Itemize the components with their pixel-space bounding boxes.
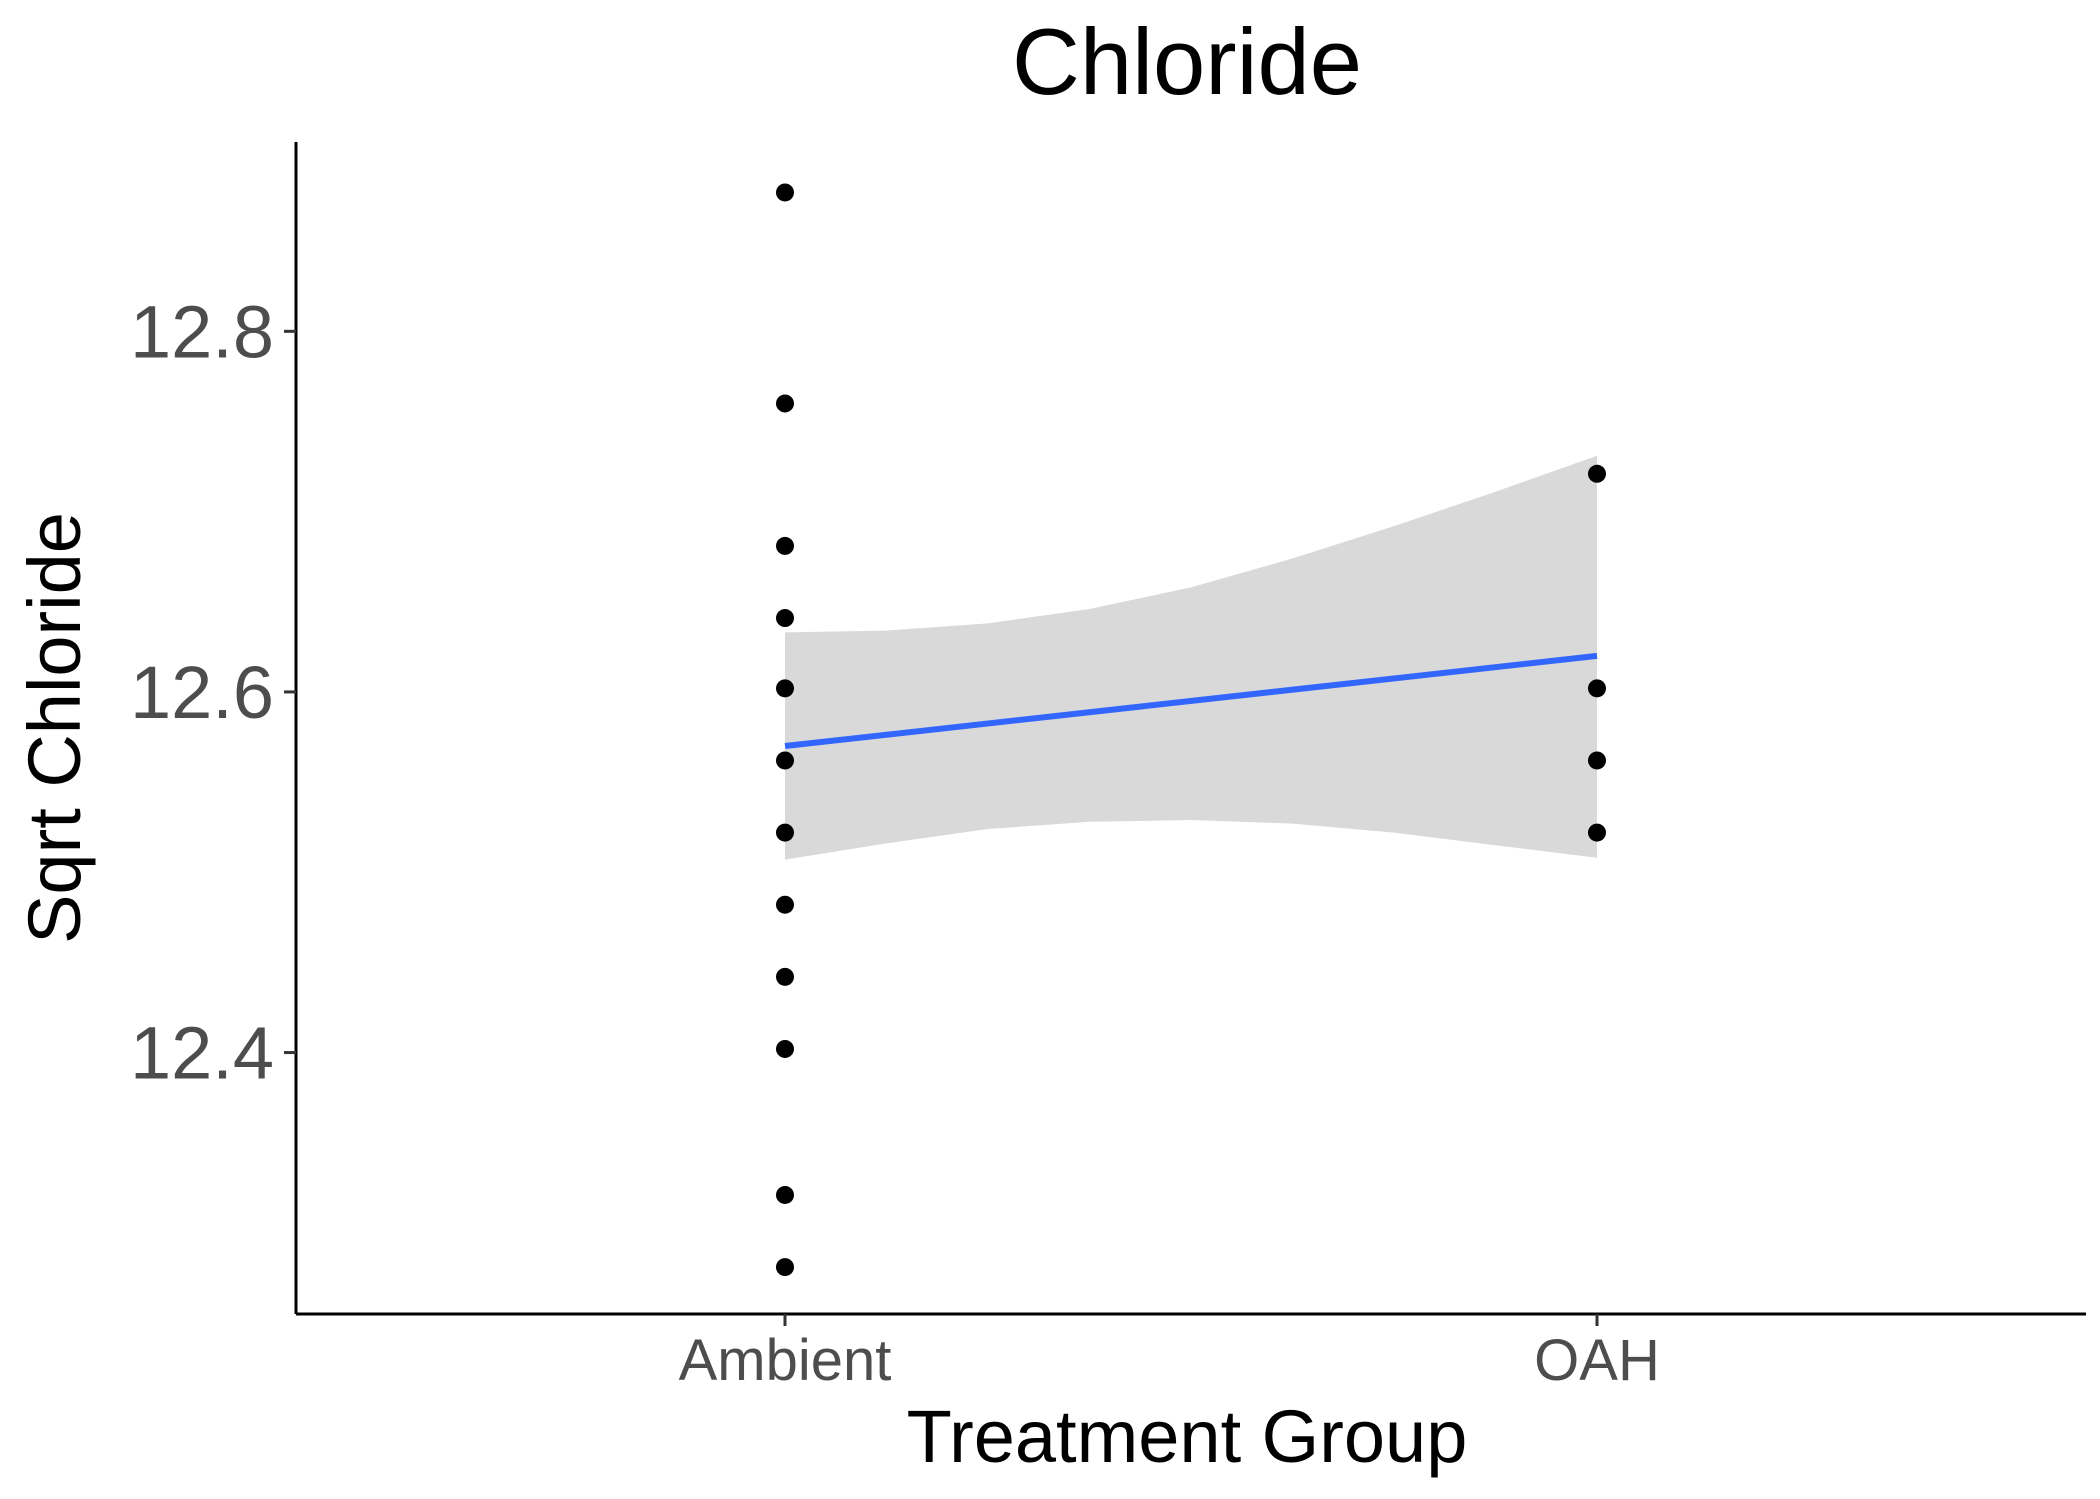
data-point xyxy=(1588,679,1606,698)
y-axis-ticks: 12.4 12.6 12.8 xyxy=(130,290,296,1095)
chart-title: Chloride xyxy=(1012,9,1362,114)
data-point xyxy=(776,895,794,914)
x-tick-label: OAH xyxy=(1534,1328,1660,1393)
data-point xyxy=(776,1185,794,1204)
data-points-layer xyxy=(776,183,1606,1277)
data-point xyxy=(776,679,794,698)
x-axis-ticks: Ambient OAH xyxy=(679,1314,1660,1393)
y-tick-label: 12.4 xyxy=(130,1012,274,1095)
y-tick-label: 12.6 xyxy=(130,651,274,734)
x-axis-title: Treatment Group xyxy=(907,1395,1468,1478)
data-point xyxy=(776,1258,794,1277)
y-tick-label: 12.8 xyxy=(130,290,274,373)
y-axis-title: Sqrt Chloride xyxy=(13,512,96,944)
confidence-band-layer xyxy=(785,455,1597,860)
fit-line xyxy=(784,652,1598,750)
data-point xyxy=(1588,823,1606,842)
data-point xyxy=(776,536,794,555)
data-point xyxy=(776,751,794,770)
x-tick-label: Ambient xyxy=(679,1328,892,1393)
data-point xyxy=(776,1039,794,1058)
data-point xyxy=(776,394,794,413)
data-point xyxy=(776,609,794,628)
fit-line-layer xyxy=(784,652,1598,750)
confidence-band xyxy=(785,455,1597,860)
data-point xyxy=(776,183,794,202)
data-point xyxy=(1588,464,1606,483)
data-point xyxy=(776,823,794,842)
data-point xyxy=(776,967,794,986)
data-point xyxy=(1588,751,1606,770)
